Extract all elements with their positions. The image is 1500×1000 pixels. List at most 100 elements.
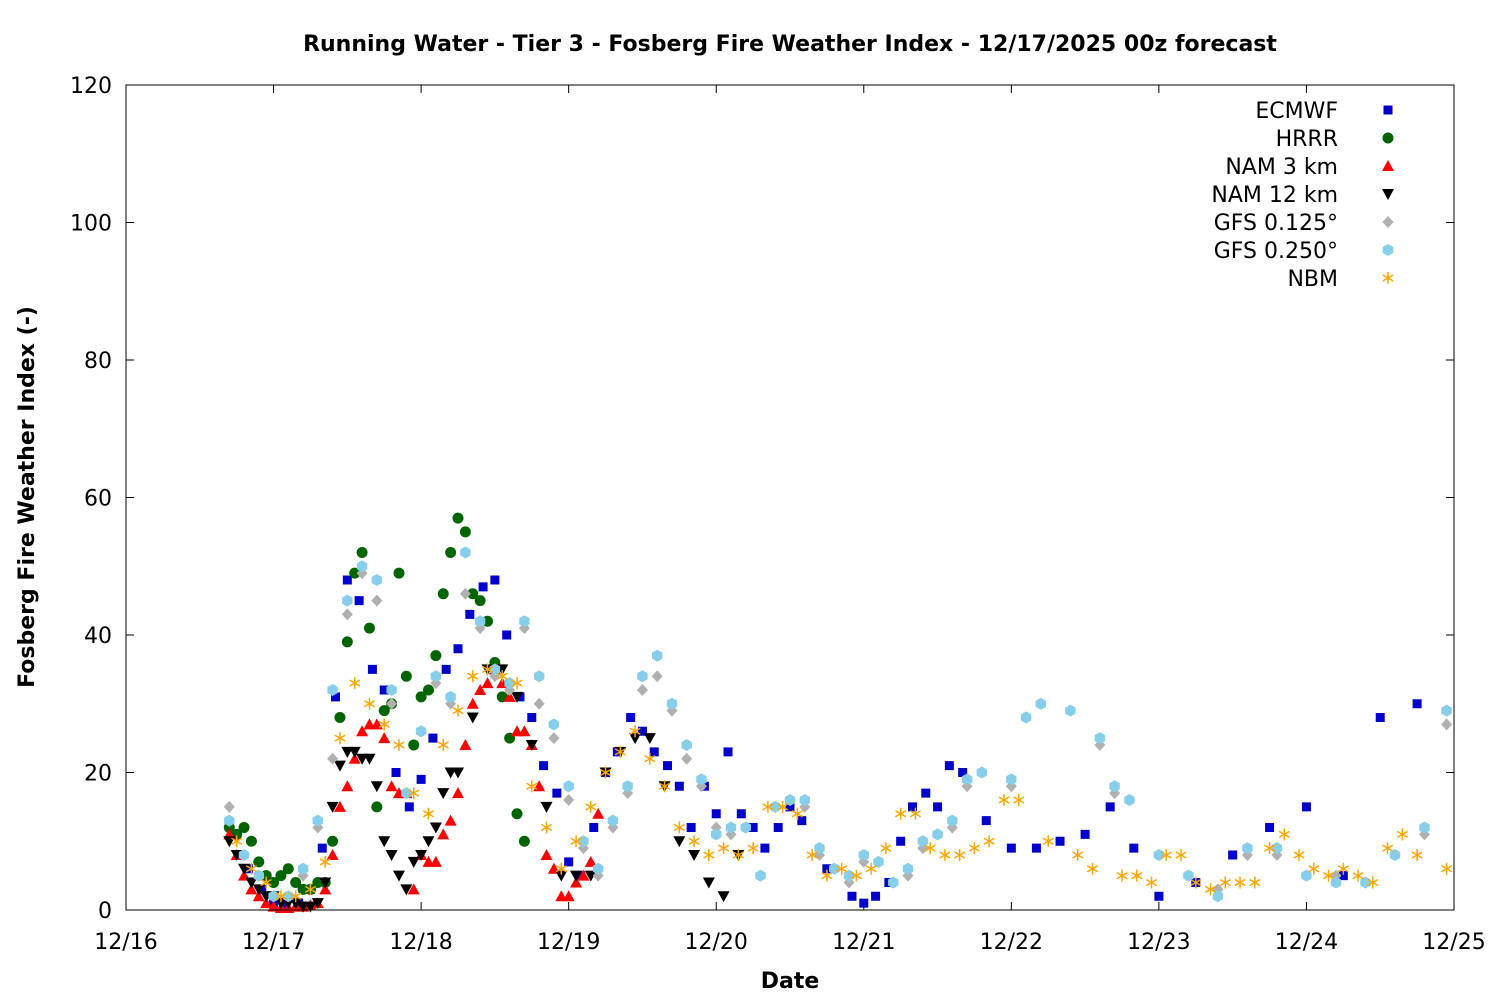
legend-label: NAM 12 km — [1211, 183, 1338, 208]
data-point — [496, 670, 508, 683]
data-point — [865, 862, 877, 875]
data-point — [1441, 862, 1453, 875]
data-point — [333, 760, 346, 772]
data-point — [909, 807, 922, 820]
data-point — [422, 807, 435, 820]
data-point — [1042, 835, 1054, 848]
data-point — [333, 800, 346, 812]
data-point — [334, 732, 346, 745]
data-point — [297, 862, 309, 875]
data-point — [939, 849, 951, 861]
data-point — [947, 814, 958, 827]
data-point — [755, 869, 766, 882]
data-point — [696, 773, 707, 786]
data-point — [441, 664, 451, 674]
data-point — [847, 891, 857, 901]
data-point — [562, 890, 575, 902]
data-point — [223, 800, 235, 813]
data-point — [644, 752, 656, 765]
data-point — [378, 718, 390, 731]
data-point — [1242, 842, 1253, 855]
data-point — [267, 900, 280, 912]
data-point — [452, 767, 464, 779]
data-point — [319, 877, 332, 889]
x-tick-label: 12/22 — [980, 930, 1043, 955]
data-point — [503, 690, 516, 702]
data-point — [367, 664, 377, 674]
data-point — [341, 636, 353, 648]
data-point — [564, 857, 574, 867]
data-point — [614, 745, 626, 758]
data-point — [1322, 869, 1335, 882]
data-point — [944, 761, 954, 771]
data-point — [563, 794, 575, 806]
data-point — [356, 725, 369, 737]
data-point — [607, 814, 619, 827]
data-point — [1278, 828, 1290, 841]
data-point — [363, 697, 376, 710]
data-point — [1072, 849, 1084, 861]
data-point — [1367, 876, 1379, 889]
data-point — [932, 828, 943, 841]
legend-label: GFS 0.250° — [1214, 239, 1338, 264]
x-tick-label: 12/21 — [832, 930, 895, 955]
data-point — [481, 663, 494, 676]
data-point — [416, 774, 426, 784]
data-point — [331, 692, 341, 702]
data-point — [1154, 891, 1164, 901]
data-point — [481, 677, 494, 689]
data-point — [983, 835, 995, 848]
data-point — [511, 677, 523, 690]
data-point — [1212, 890, 1224, 903]
data-point — [732, 849, 744, 861]
data-point — [341, 780, 354, 792]
data-point — [467, 670, 479, 683]
series-nbm — [231, 663, 1453, 903]
data-point — [976, 766, 987, 779]
data-point — [349, 677, 361, 690]
x-tick-label: 12/20 — [685, 930, 748, 955]
data-point — [1265, 823, 1275, 832]
data-point — [717, 891, 730, 903]
data-point — [407, 883, 420, 895]
legend-marker — [1382, 216, 1394, 228]
data-point — [430, 650, 442, 662]
data-point — [400, 670, 412, 682]
data-point — [370, 781, 383, 793]
data-point — [1249, 876, 1261, 889]
data-point — [341, 608, 353, 621]
data-point — [1055, 836, 1065, 846]
data-point — [622, 780, 633, 793]
data-point — [1293, 849, 1305, 861]
data-point — [407, 856, 420, 868]
data-point — [460, 546, 471, 559]
data-point — [437, 828, 450, 840]
y-tick-label: 60 — [84, 487, 112, 512]
data-point — [924, 842, 936, 855]
data-point — [1031, 843, 1041, 853]
x-tick-label: 12/24 — [1275, 930, 1338, 955]
data-point — [238, 849, 250, 861]
data-point — [896, 836, 906, 846]
data-point — [981, 816, 991, 826]
data-point — [253, 869, 264, 882]
data-point — [422, 684, 434, 696]
data-point — [415, 691, 427, 703]
data-point — [378, 732, 391, 744]
data-point — [577, 869, 590, 881]
data-point — [437, 588, 449, 600]
data-point — [814, 842, 825, 855]
data-point — [933, 802, 943, 812]
data-point — [1065, 704, 1076, 717]
data-point — [681, 739, 692, 751]
data-point — [490, 575, 500, 585]
data-point — [1131, 869, 1143, 882]
data-point — [1094, 732, 1106, 745]
data-point — [725, 821, 737, 834]
data-point — [736, 809, 746, 819]
data-point — [317, 843, 327, 853]
legend-label: NBM — [1287, 267, 1338, 292]
data-point — [673, 836, 686, 848]
data-point — [371, 801, 383, 813]
